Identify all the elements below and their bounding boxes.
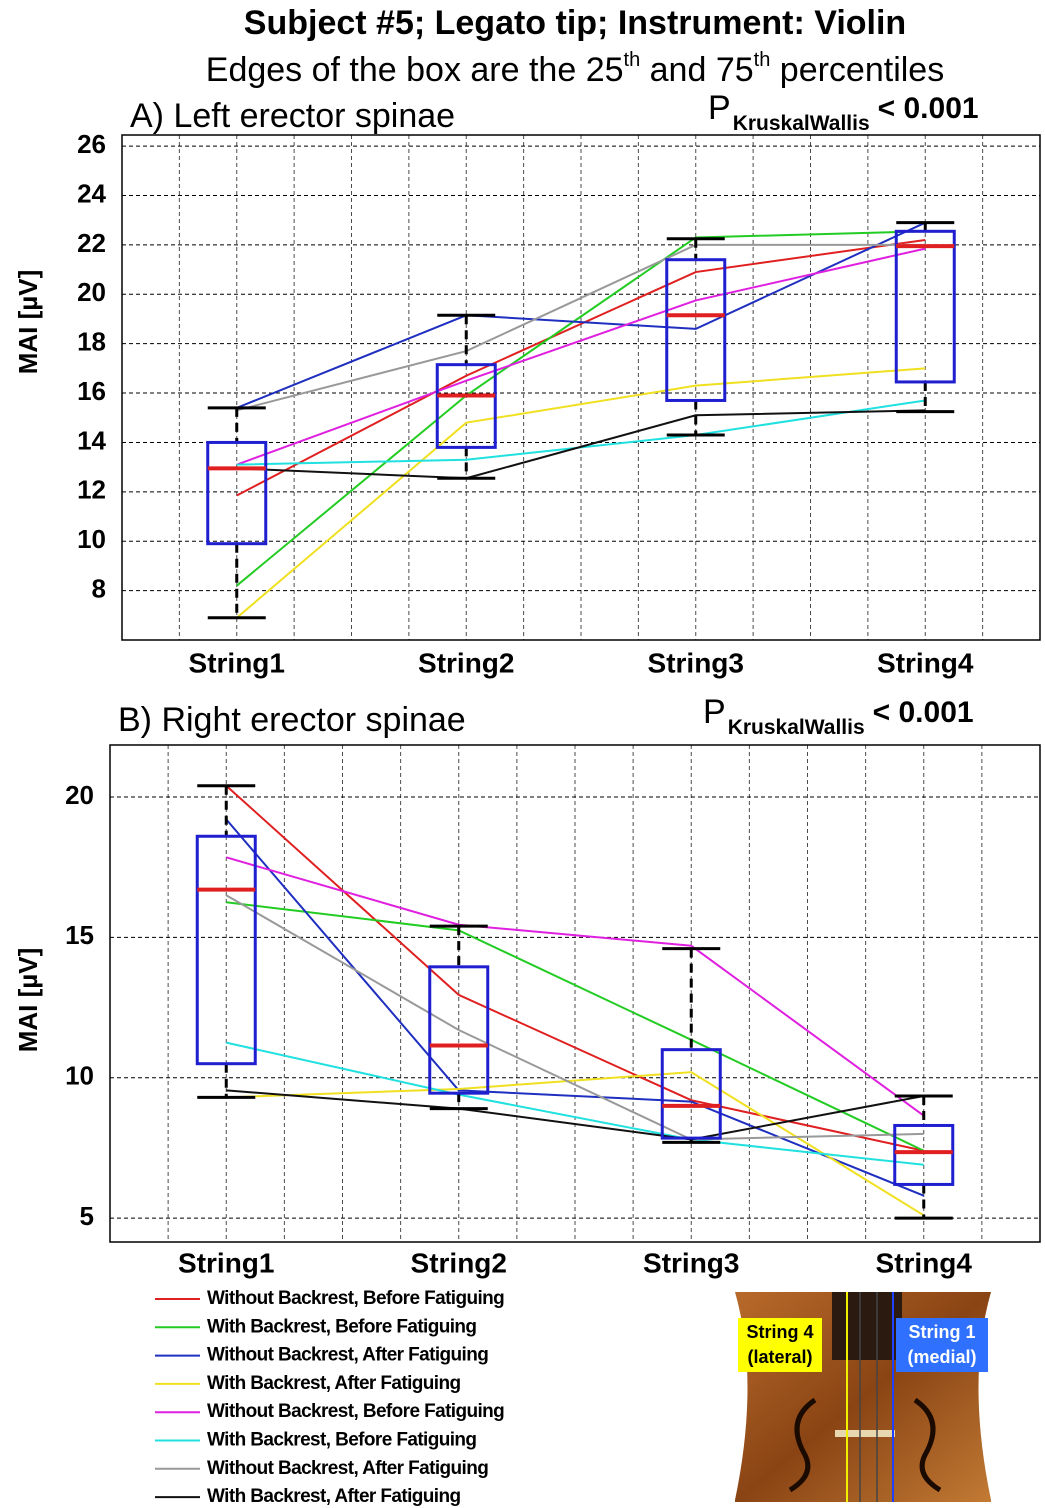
- series-line: [225, 818, 925, 1197]
- superscript: th: [624, 49, 641, 71]
- legend-label: Without Backrest, Before Fatiguing: [207, 1401, 504, 1422]
- p-value-label: PKruskalWallis < 0.001: [708, 89, 979, 135]
- chart-subtitle: Edges of the box are the 25th and 75th p…: [206, 49, 944, 89]
- box: [660, 1048, 722, 1140]
- x-tick-label: String1: [178, 1247, 274, 1278]
- p-subscript: KruskalWallis: [728, 716, 865, 739]
- series-line: [226, 1071, 925, 1217]
- x-tick-label: String1: [189, 647, 285, 678]
- series-line: [236, 221, 926, 409]
- box: [894, 229, 956, 384]
- p-symbol: P: [703, 693, 726, 731]
- legend-label: Without Backrest, Before Fatiguing: [207, 1288, 504, 1309]
- series-line: [226, 1089, 924, 1141]
- x-tick-label: String2: [411, 1247, 507, 1278]
- panel-title: B) Right erector spinae: [118, 701, 466, 739]
- subtitle-part: percentiles: [770, 51, 944, 89]
- y-tick-label: 16: [77, 376, 106, 406]
- y-axis-label: MAI [µV]: [13, 948, 43, 1053]
- x-tick-label: String4: [876, 1247, 973, 1278]
- box: [665, 258, 727, 402]
- series-line: [236, 367, 926, 619]
- y-tick-label: 5: [80, 1201, 94, 1231]
- superscript: th: [754, 49, 771, 71]
- panel-title: A) Left erector spinae: [130, 97, 455, 135]
- x-tick-label: String3: [643, 1247, 739, 1278]
- box: [435, 363, 497, 449]
- y-tick-label: 24: [77, 178, 106, 208]
- y-tick-label: 18: [77, 327, 106, 357]
- legend-label: With Backrest, After Fatiguing: [207, 1373, 460, 1394]
- box: [206, 440, 268, 546]
- series-line: [226, 901, 925, 1152]
- x-tick-label: String2: [418, 647, 514, 678]
- y-tick-label: 22: [77, 228, 106, 258]
- image-label: (lateral): [747, 1347, 812, 1367]
- image-label: (medial): [907, 1347, 976, 1367]
- y-tick-label: 20: [77, 277, 106, 307]
- y-axis-label: MAI [µV]: [13, 270, 43, 375]
- x-tick-label: String4: [877, 647, 974, 678]
- p-text: < 0.001: [873, 696, 974, 729]
- series-line: [236, 409, 926, 480]
- series-line: [225, 894, 924, 1141]
- legend-label: Without Backrest, After Fatiguing: [207, 1458, 488, 1479]
- legend-label: With Backrest, Before Fatiguing: [207, 1430, 476, 1451]
- series-line: [236, 243, 926, 412]
- y-tick-label: 12: [77, 475, 106, 505]
- box: [195, 834, 257, 1066]
- y-tick-label: 20: [65, 780, 94, 810]
- box: [428, 965, 490, 1095]
- p-value-label: PKruskalWallis < 0.001: [703, 693, 974, 739]
- y-tick-label: 15: [65, 920, 94, 950]
- p-symbol: P: [708, 89, 731, 127]
- y-tick-label: 10: [77, 524, 106, 554]
- series-line: [226, 1041, 924, 1166]
- y-tick-label: 26: [77, 129, 106, 159]
- y-tick-label: 14: [77, 425, 106, 455]
- legend-label: Without Backrest, After Fatiguing: [207, 1345, 488, 1366]
- image-label: String 4: [746, 1322, 813, 1342]
- y-tick-label: 8: [92, 573, 106, 603]
- violin-image: [735, 1292, 991, 1502]
- series-line: [236, 247, 926, 466]
- series-line: [225, 856, 925, 1117]
- series-line: [236, 230, 926, 587]
- subtitle-part: Edges of the box are the 25: [206, 51, 624, 89]
- p-subscript: KruskalWallis: [733, 112, 870, 135]
- x-tick-label: String3: [648, 647, 744, 678]
- p-text: < 0.001: [878, 92, 979, 125]
- subtitle-part: and 75: [640, 51, 753, 89]
- image-label: String 1: [908, 1322, 975, 1342]
- series-line: [236, 238, 926, 497]
- y-tick-label: 10: [65, 1061, 94, 1091]
- legend-label: With Backrest, Before Fatiguing: [207, 1316, 476, 1337]
- chart-title: Subject #5; Legato tip; Instrument: Viol…: [244, 4, 906, 42]
- legend-label: With Backrest, After Fatiguing: [207, 1486, 460, 1507]
- box: [893, 1123, 955, 1186]
